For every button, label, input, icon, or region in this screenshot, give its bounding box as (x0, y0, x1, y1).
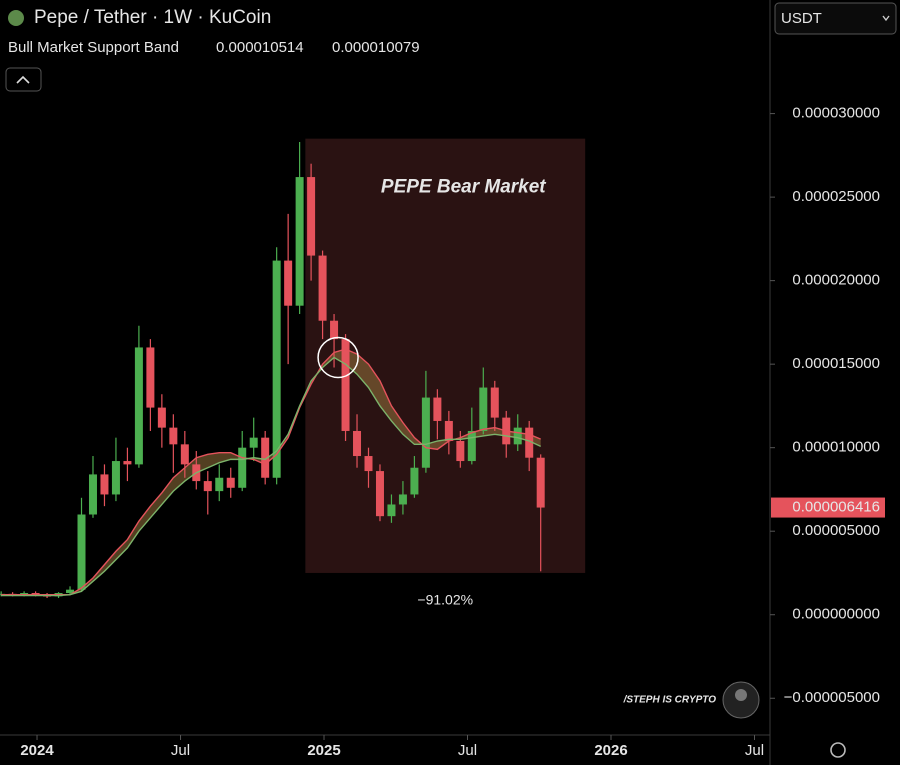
collapse-button[interactable] (5, 67, 42, 92)
candle-body (479, 387, 488, 431)
candle-body (20, 593, 29, 595)
currency-label: USDT (781, 10, 822, 27)
candle-body (100, 474, 109, 495)
x-tick-label: 2024 (20, 742, 54, 759)
indicator-value: 0.000010514 (216, 39, 304, 56)
candle-body (215, 477, 224, 492)
candle-body (66, 589, 75, 594)
candle-body (525, 427, 534, 458)
candle-body (88, 474, 97, 515)
candle-body (433, 397, 442, 421)
region-label: PEPE Bear Market (381, 177, 546, 198)
y-tick-label: −0.000005000 (784, 689, 880, 706)
candle-body (318, 255, 327, 321)
candle-body (353, 430, 362, 457)
candle-body (444, 420, 453, 441)
candle-body (421, 397, 430, 468)
candle-body (295, 177, 304, 306)
candle-body (375, 471, 384, 517)
chart-title: Pepe / Tether · 1W · KuCoin (34, 7, 271, 28)
x-tick-label: 2025 (307, 742, 340, 759)
candle-body (134, 347, 143, 465)
plot-area: PEPE Bear Market −91.02% (0, 138, 586, 608)
candle-body (513, 427, 522, 445)
last-price-box (771, 497, 885, 518)
candle-body (123, 461, 132, 465)
candle-body (111, 461, 120, 495)
symbol-icon (8, 10, 24, 26)
candle-body (261, 437, 270, 478)
candle-body (341, 339, 350, 431)
candle-body (157, 407, 166, 428)
avatar-head (735, 689, 747, 701)
marker-circle (317, 336, 359, 379)
settings-icon[interactable] (830, 742, 846, 758)
change-label: −91.02% (417, 592, 473, 608)
candle-body (238, 447, 247, 488)
x-tick-label: Jul (745, 742, 764, 759)
candle-body (456, 441, 465, 462)
candle-body (490, 387, 499, 418)
candle-body (330, 320, 339, 340)
candle-body (398, 494, 407, 505)
candle-body (387, 504, 396, 517)
candle-body (77, 514, 86, 590)
y-tick-label: 0.000025000 (792, 188, 880, 205)
collapse-icon (16, 75, 30, 84)
dropdown-icon (882, 15, 890, 22)
candle-body (169, 427, 178, 445)
watermark: /STEPH IS CRYPTO (623, 695, 717, 706)
y-tick-label: 0.000015000 (792, 355, 880, 372)
candle-body (410, 467, 419, 495)
x-tick-label: 2026 (594, 742, 627, 759)
last-price-label: 0.000006416 (792, 499, 880, 516)
candle-body (307, 177, 316, 256)
currency-select[interactable] (774, 2, 897, 35)
candle-body (467, 430, 476, 462)
band-line (1, 348, 541, 596)
candle-body (272, 260, 281, 478)
y-tick-label: 0.000005000 (792, 522, 880, 539)
y-tick-label: 0.000030000 (792, 105, 880, 122)
y-tick-label: 0.000020000 (792, 272, 880, 289)
candle-body (146, 347, 155, 408)
candle-body (536, 457, 545, 508)
candle-body (284, 260, 293, 306)
candle-body (180, 444, 189, 465)
band-line (1, 356, 541, 597)
x-tick-label: Jul (171, 742, 190, 759)
indicator-name: Bull Market Support Band (8, 39, 179, 56)
band-fill (1, 349, 541, 596)
candle-body (203, 481, 212, 492)
y-tick-label: 0.000000000 (792, 606, 880, 623)
candle-body (249, 437, 258, 448)
indicator-value: 0.000010079 (332, 39, 420, 56)
candle-body (364, 456, 373, 472)
x-tick-label: Jul (458, 742, 477, 759)
y-tick-label: 0.000010000 (792, 439, 880, 456)
candle-body (226, 477, 235, 488)
